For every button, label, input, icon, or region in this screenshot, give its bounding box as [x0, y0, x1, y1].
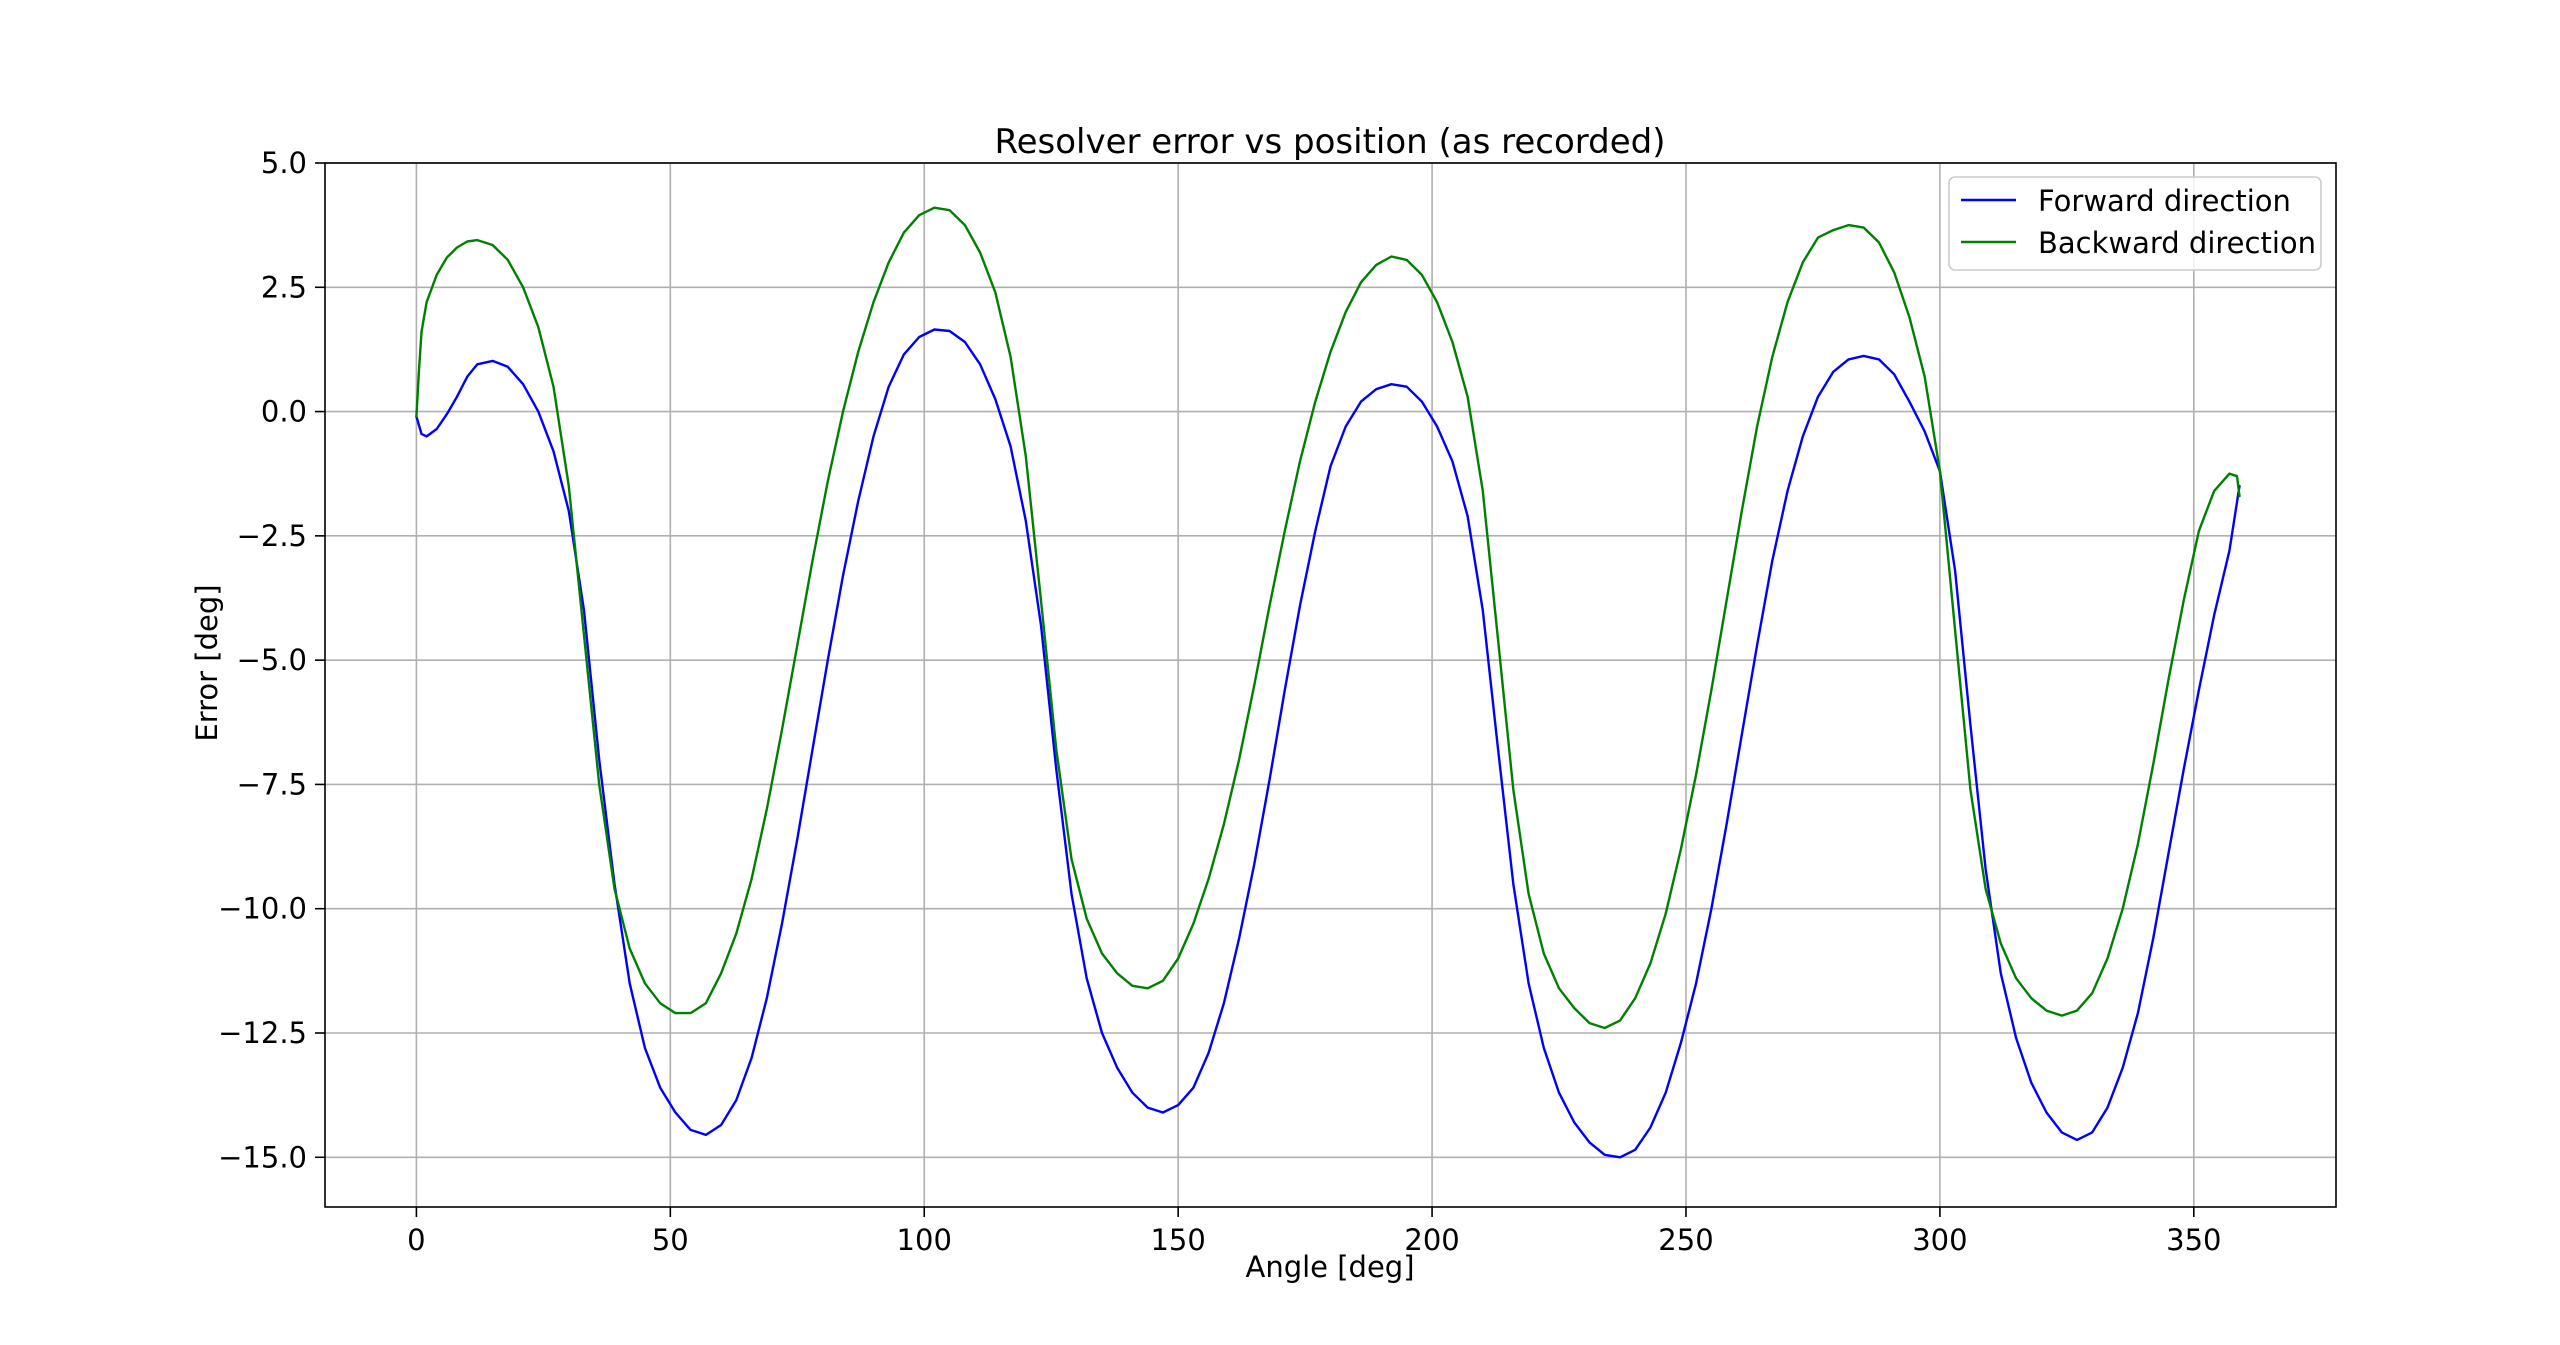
- x-tick-label: 250: [1658, 1223, 1713, 1257]
- x-tick-label: 300: [1912, 1223, 1967, 1257]
- x-tick-label: 100: [897, 1223, 952, 1257]
- series-line-backward: [415, 206, 2241, 1030]
- legend-box: [1948, 176, 2322, 271]
- y-axis-ticks: 5.0 2.5 0.0 −2.5 −5.0 −7.5 −10.0 −12.5 −15.0: [218, 146, 325, 1174]
- x-tick-label: 50: [652, 1223, 689, 1257]
- x-tick-label: 350: [2166, 1223, 2221, 1257]
- y-tick-label: 5.0: [261, 146, 307, 180]
- y-tick-label: −5.0: [237, 643, 307, 677]
- legend-label-backward: Backward direction: [2038, 226, 2316, 260]
- series-line-forward: [415, 328, 2241, 1159]
- x-axis-label: Angle [deg]: [1245, 1250, 1414, 1284]
- x-tick-label: 200: [1404, 1223, 1459, 1257]
- legend-label-forward: Forward direction: [2038, 184, 2291, 218]
- y-axis-label: Error [deg]: [190, 584, 224, 741]
- y-tick-label: 2.5: [261, 270, 307, 304]
- y-tick-label: −2.5: [237, 519, 307, 553]
- chart-title: Resolver error vs position (as recorded): [994, 122, 1665, 162]
- y-tick-label: −15.0: [218, 1140, 307, 1174]
- y-tick-label: −10.0: [218, 892, 307, 926]
- x-axis-ticks: 0 50 100 150 200 250 300 350: [407, 1207, 2221, 1257]
- y-tick-label: 0.0: [261, 395, 307, 429]
- y-tick-label: −7.5: [237, 767, 307, 801]
- legend: Forward direction Backward direction: [1948, 176, 2322, 271]
- x-tick-label: 0: [407, 1223, 425, 1257]
- y-tick-label: −12.5: [218, 1016, 307, 1050]
- x-tick-label: 150: [1150, 1223, 1205, 1257]
- series-lines: [415, 206, 2241, 1159]
- plot-area-frame: [324, 162, 2337, 1208]
